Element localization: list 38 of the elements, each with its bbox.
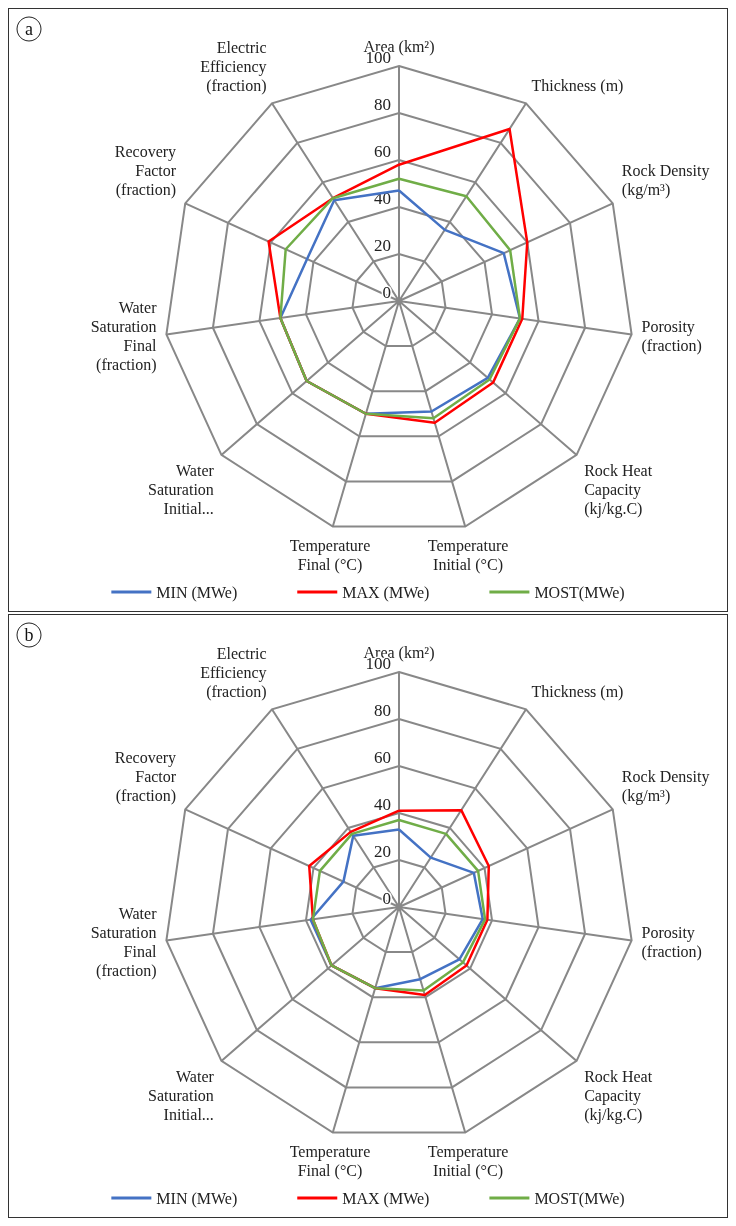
spoke-label: Rock Heat Capacity (kj/kg.C) — [584, 462, 653, 519]
spoke-label: Electric Efficiency (fraction) — [200, 644, 267, 701]
legend-label: MAX (MWe) — [342, 1189, 430, 1208]
y-tick-label: 20 — [374, 236, 391, 255]
y-tick-label: 40 — [374, 795, 391, 814]
chart-title: a — [25, 19, 33, 39]
spoke-label: Temperature Initial (°C) — [427, 1143, 509, 1181]
spoke-label: Electric Efficiency (fraction) — [200, 38, 267, 95]
spoke-label: Temperature Initial (°C) — [427, 537, 509, 575]
spoke-label: Water Saturation Initial... — [148, 1068, 215, 1124]
y-tick-label: 60 — [374, 748, 391, 767]
spoke-label: Thickness (m) — [531, 682, 624, 701]
y-tick-label: 20 — [374, 842, 391, 861]
legend-label: MIN (MWe) — [156, 583, 238, 602]
y-tick-label: 80 — [374, 701, 391, 720]
spoke-label: Water Saturation Initial... — [148, 462, 215, 518]
y-tick-label: 80 — [374, 95, 391, 114]
legend-label: MOST(MWe) — [534, 1189, 625, 1208]
spoke-label: Porosity (fraction) — [641, 317, 702, 355]
spoke-label: Temperature Final (°C) — [289, 537, 371, 575]
spoke-label: Water Saturation Final (fraction) — [90, 904, 158, 980]
legend-label: MIN (MWe) — [156, 1189, 238, 1208]
spoke-label: Rock Density (kg/m³) — [621, 162, 710, 200]
y-tick-label: 0 — [382, 283, 391, 302]
spoke-label: Temperature Final (°C) — [289, 1143, 371, 1181]
spoke-label: Thickness (m) — [531, 76, 624, 95]
y-tick-label: 0 — [382, 889, 391, 908]
spoke-label: Porosity (fraction) — [641, 923, 702, 961]
chart-title: b — [24, 625, 34, 645]
y-tick-label: 60 — [374, 142, 391, 161]
legend-label: MAX (MWe) — [342, 583, 430, 602]
spoke-label: Rock Density (kg/m³) — [621, 768, 710, 806]
spoke-label: Recovery Factor (fraction) — [114, 143, 177, 200]
spoke-label: Recovery Factor (fraction) — [114, 749, 177, 806]
spoke-label: Water Saturation Final (fraction) — [90, 298, 158, 374]
legend-label: MOST(MWe) — [534, 583, 625, 602]
y-tick-label: 40 — [374, 189, 391, 208]
spoke-label: Rock Heat Capacity (kj/kg.C) — [584, 1068, 653, 1125]
